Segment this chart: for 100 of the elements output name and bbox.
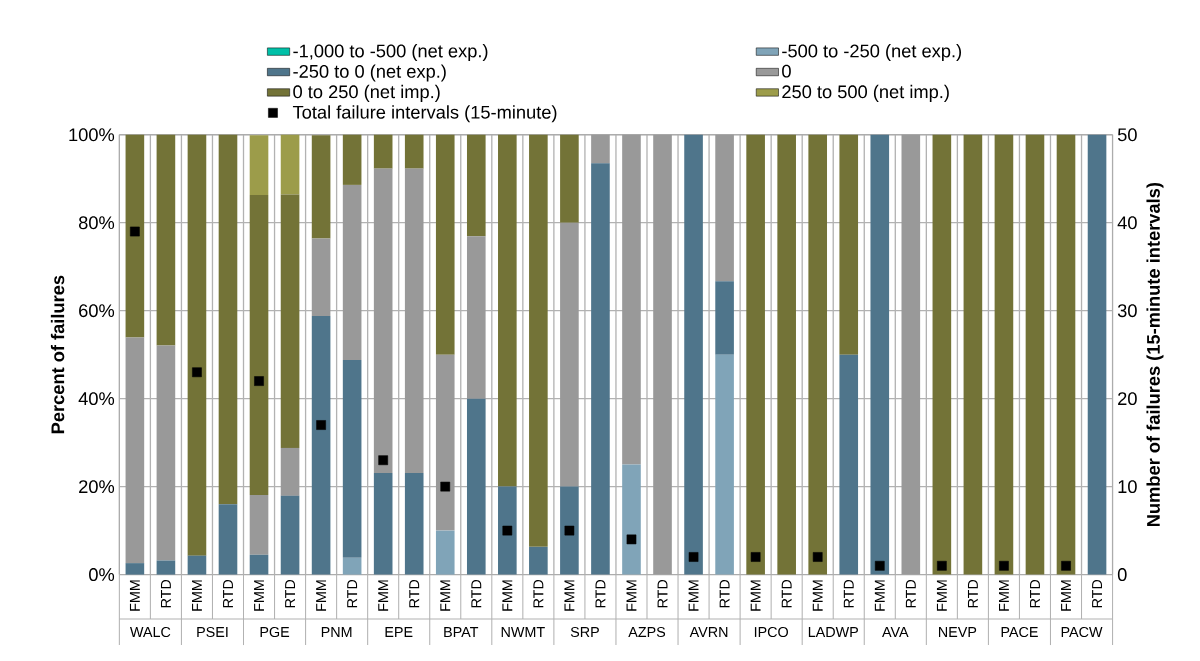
bar	[373, 134, 393, 169]
bar	[218, 134, 238, 505]
y-tick-label: 80%	[78, 216, 115, 230]
bar	[684, 134, 703, 575]
text: BPAT	[444, 627, 479, 638]
bar	[249, 135, 269, 196]
bar	[311, 135, 331, 239]
point	[440, 481, 451, 492]
bar	[560, 222, 579, 487]
x-tick-label: FMM	[812, 580, 823, 611]
text: SRP	[570, 627, 599, 638]
y-tick-label: 20%	[79, 480, 115, 494]
y-tick-label: 100%	[69, 128, 115, 142]
text: AVRN	[689, 627, 728, 638]
bar	[249, 195, 269, 496]
bar	[529, 547, 548, 575]
text: PSEI	[197, 627, 228, 638]
x-tick-label: FMM	[1061, 580, 1071, 611]
text: IPCO	[754, 627, 789, 638]
y2-tick-label: 10	[1118, 480, 1137, 494]
x-tick-label: RTD	[160, 580, 171, 608]
x-tick-label: FMM	[750, 580, 761, 611]
bar	[342, 185, 362, 361]
x-tick-label: FMM	[999, 580, 1009, 611]
point	[564, 525, 575, 536]
bar	[1025, 134, 1045, 575]
bar	[125, 337, 145, 564]
legend-label: 0 to 250 (net imp.)	[293, 84, 440, 103]
bar	[715, 281, 734, 355]
bar	[125, 563, 145, 575]
legend-label: -1,000 to -500 (net exp.)	[293, 44, 488, 62]
bar	[342, 558, 362, 575]
x-tick-label: RTD	[409, 580, 420, 608]
x-tick-label: RTD	[347, 580, 358, 608]
x-tick-label: RTD	[223, 580, 233, 608]
legend-label: 250 to 500 (net imp.)	[782, 84, 949, 103]
x-tick-label: FMM	[874, 580, 885, 611]
bar	[404, 473, 424, 575]
bar	[125, 134, 145, 338]
bar	[187, 555, 207, 575]
bar	[963, 134, 983, 575]
bar	[156, 134, 176, 346]
bar	[404, 168, 424, 474]
text: PGE	[260, 627, 290, 638]
x-tick-label: RTD	[285, 580, 295, 608]
y-tick-label: 60%	[79, 304, 115, 318]
bar	[249, 495, 269, 555]
bar	[870, 134, 890, 575]
bar	[715, 354, 734, 575]
bar	[187, 134, 207, 556]
bar	[280, 194, 300, 449]
x-tick-label: FMM	[192, 580, 202, 611]
bar	[435, 354, 455, 531]
y2-tick-label: 50	[1117, 128, 1137, 142]
bar	[839, 354, 859, 575]
y-tick-label: 0%	[89, 568, 115, 582]
bar	[560, 486, 579, 575]
x-tick-label: FMM	[626, 580, 637, 611]
bar	[466, 134, 486, 237]
point	[378, 455, 389, 466]
x-tick-label: FMM	[564, 580, 575, 611]
bar	[342, 134, 362, 186]
x-tick-label: RTD	[471, 580, 482, 608]
bar	[156, 560, 176, 575]
x-tick-label: FMM	[936, 580, 947, 611]
text: NWMT	[501, 627, 545, 638]
point	[130, 226, 140, 237]
bar	[777, 134, 796, 575]
bar	[342, 360, 362, 559]
bar	[653, 134, 672, 575]
point	[192, 367, 202, 378]
x-tick-label: RTD	[781, 580, 792, 608]
text: NEVP	[939, 627, 977, 638]
bar	[808, 134, 828, 575]
x-tick-label: RTD	[1092, 580, 1102, 608]
text: LADWP	[808, 627, 858, 638]
bar	[901, 134, 921, 575]
bar	[591, 134, 610, 164]
x-tick-label: RTD	[719, 580, 730, 608]
bar	[156, 345, 176, 561]
bar	[715, 134, 734, 282]
text: PNM	[321, 627, 352, 638]
y2-tick-label: 0	[1117, 568, 1127, 582]
point	[750, 552, 761, 562]
bar	[435, 530, 455, 575]
point	[502, 525, 513, 536]
bar	[498, 134, 517, 487]
x-tick-label: FMM	[316, 580, 327, 611]
point	[937, 561, 947, 571]
point	[999, 561, 1009, 571]
legend-label: 0	[782, 64, 791, 78]
bar	[498, 486, 517, 575]
bar	[1056, 134, 1076, 575]
bar	[373, 473, 393, 575]
bar	[311, 238, 331, 317]
point	[688, 552, 699, 562]
x-tick-label: FMM	[502, 580, 513, 611]
bar	[373, 168, 393, 474]
point	[874, 561, 885, 571]
y2-tick-label: 30	[1117, 304, 1137, 318]
